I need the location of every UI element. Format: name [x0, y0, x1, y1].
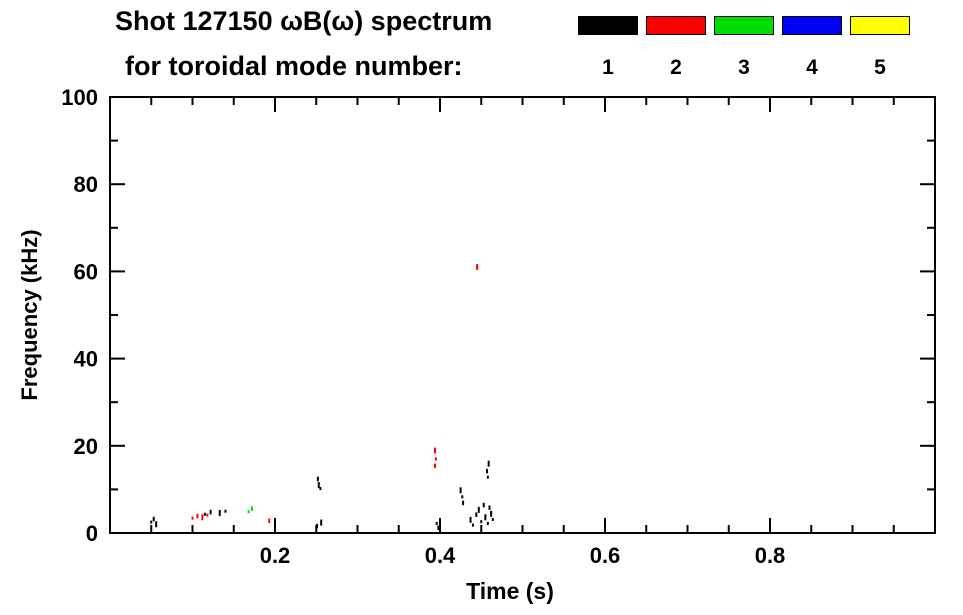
legend-mode-number-2: 2 [670, 56, 682, 79]
x-tick-label: 0.4 [425, 543, 456, 568]
chart-title: Shot 127150 ωB(ω) spectrum [115, 6, 493, 36]
y-tick-label: 60 [74, 259, 98, 284]
plot-frame [109, 96, 936, 534]
x-tick-label: 0.2 [260, 543, 291, 568]
x-tick-label: 0.8 [755, 543, 786, 568]
x-axis-title: Time (s) [466, 578, 554, 604]
y-tick-label: 0 [86, 521, 98, 546]
legend-mode-number-3: 3 [738, 56, 750, 79]
y-tick-label: 80 [74, 172, 98, 197]
legend-mode-number-5: 5 [874, 56, 886, 79]
x-tick-label: 0.6 [590, 543, 621, 568]
chart-subtitle: for toroidal mode number: [125, 51, 463, 81]
legend-swatch-mode-2 [646, 16, 706, 35]
legend-mode-numbers: 1 2 3 4 5 [578, 56, 910, 80]
y-tick-label: 40 [74, 347, 98, 372]
legend-mode-number-4: 4 [806, 56, 818, 79]
y-tick-label: 100 [61, 85, 98, 110]
legend-swatch-mode-4 [782, 16, 842, 35]
legend-mode-number-1: 1 [602, 56, 614, 79]
legend-swatch-mode-5 [850, 16, 910, 35]
legend-swatch-mode-1 [578, 16, 638, 35]
legend-swatches [578, 16, 910, 35]
y-tick-label: 20 [74, 434, 98, 459]
legend-swatch-mode-3 [714, 16, 774, 35]
